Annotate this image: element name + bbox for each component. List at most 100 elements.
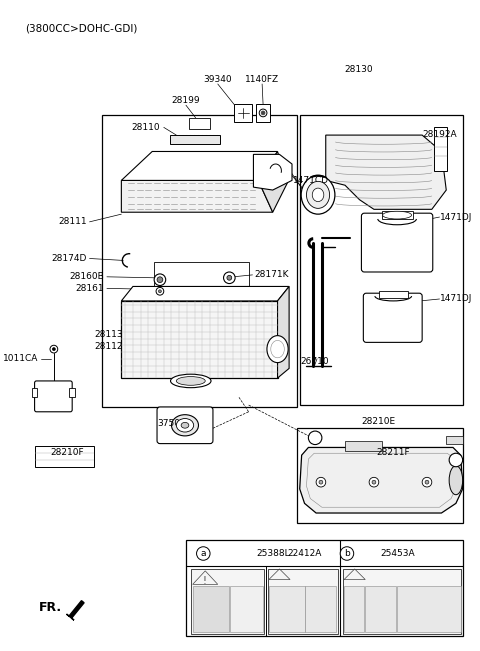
Text: 1471CD: 1471CD — [293, 176, 329, 186]
Bar — [300, 115, 463, 405]
Text: 28174D: 28174D — [51, 254, 87, 263]
Bar — [192, 587, 229, 631]
Ellipse shape — [267, 336, 288, 363]
Text: 1471DJ: 1471DJ — [440, 294, 472, 303]
Text: 28192A: 28192A — [422, 130, 457, 139]
Ellipse shape — [176, 419, 193, 432]
Ellipse shape — [306, 182, 330, 208]
Text: 28111: 28111 — [58, 217, 87, 227]
Text: a: a — [312, 434, 318, 442]
Ellipse shape — [449, 465, 463, 495]
Bar — [397, 587, 461, 631]
Text: 28210F: 28210F — [50, 448, 84, 457]
Polygon shape — [121, 286, 289, 301]
Polygon shape — [300, 447, 463, 513]
Text: 39340: 39340 — [204, 75, 232, 84]
Circle shape — [369, 477, 379, 487]
FancyBboxPatch shape — [35, 381, 72, 412]
Circle shape — [227, 275, 232, 280]
Circle shape — [224, 272, 235, 284]
FancyBboxPatch shape — [363, 293, 422, 342]
Circle shape — [316, 477, 326, 487]
Text: 28112: 28112 — [95, 342, 123, 351]
Bar — [69, 388, 75, 397]
Text: 28171K: 28171K — [254, 270, 289, 279]
Text: FR.: FR. — [38, 601, 61, 614]
Bar — [344, 587, 364, 631]
Circle shape — [425, 480, 429, 484]
Ellipse shape — [176, 376, 205, 385]
Text: 28130: 28130 — [344, 65, 373, 74]
Bar — [186, 540, 463, 637]
Text: 22412A: 22412A — [288, 549, 322, 558]
Bar — [382, 212, 412, 219]
Bar — [343, 569, 461, 633]
Text: 28210E: 28210E — [362, 417, 396, 426]
Bar — [230, 587, 263, 631]
Circle shape — [157, 277, 163, 283]
Bar — [297, 428, 463, 523]
Text: 1011CA: 1011CA — [3, 354, 38, 363]
Bar — [446, 436, 463, 443]
Text: 26710: 26710 — [300, 357, 328, 367]
Bar — [189, 118, 210, 130]
Circle shape — [154, 274, 166, 286]
Polygon shape — [326, 135, 446, 210]
Ellipse shape — [301, 176, 335, 214]
Circle shape — [372, 480, 376, 484]
Circle shape — [449, 453, 463, 467]
Circle shape — [196, 547, 210, 561]
Ellipse shape — [383, 212, 411, 219]
Circle shape — [308, 431, 322, 445]
Text: 1140FZ: 1140FZ — [245, 75, 279, 84]
Text: 1471DJ: 1471DJ — [440, 212, 472, 221]
FancyBboxPatch shape — [35, 445, 95, 467]
Text: 25453A: 25453A — [381, 549, 415, 558]
Circle shape — [158, 290, 161, 293]
Bar — [32, 388, 37, 397]
Bar — [169, 135, 220, 144]
Text: 28160B: 28160B — [69, 272, 104, 281]
Ellipse shape — [312, 188, 324, 202]
Text: 28211F: 28211F — [376, 448, 410, 457]
Bar — [154, 262, 249, 306]
Ellipse shape — [170, 374, 211, 388]
Bar — [379, 291, 408, 298]
Polygon shape — [258, 152, 287, 212]
Polygon shape — [121, 152, 277, 180]
FancyArrow shape — [67, 601, 84, 620]
Bar — [268, 569, 338, 633]
Bar — [102, 115, 297, 407]
Text: 28110: 28110 — [132, 123, 160, 132]
Bar — [121, 301, 277, 378]
Text: b: b — [344, 549, 350, 558]
Circle shape — [319, 480, 323, 484]
Text: b: b — [453, 456, 458, 465]
FancyBboxPatch shape — [234, 104, 252, 122]
Text: 3750V: 3750V — [157, 419, 186, 428]
Circle shape — [50, 345, 58, 353]
Circle shape — [52, 348, 55, 351]
Bar — [305, 587, 336, 631]
Bar — [191, 569, 264, 633]
Bar — [269, 587, 304, 631]
Polygon shape — [253, 154, 292, 190]
Bar — [345, 441, 382, 451]
Text: 28199: 28199 — [172, 96, 200, 105]
Bar — [365, 587, 396, 631]
Text: 28161: 28161 — [75, 284, 104, 293]
Circle shape — [259, 109, 267, 117]
Text: 25388L: 25388L — [256, 549, 289, 558]
FancyBboxPatch shape — [256, 104, 270, 122]
Polygon shape — [277, 286, 289, 378]
Circle shape — [156, 288, 164, 295]
Circle shape — [340, 547, 354, 561]
Circle shape — [261, 111, 265, 115]
Bar — [434, 128, 447, 171]
FancyBboxPatch shape — [361, 213, 433, 272]
Text: a: a — [201, 549, 206, 558]
Polygon shape — [121, 180, 273, 212]
Ellipse shape — [181, 422, 189, 428]
FancyBboxPatch shape — [157, 407, 213, 443]
Text: (3800CC>DOHC-GDI): (3800CC>DOHC-GDI) — [25, 23, 137, 33]
